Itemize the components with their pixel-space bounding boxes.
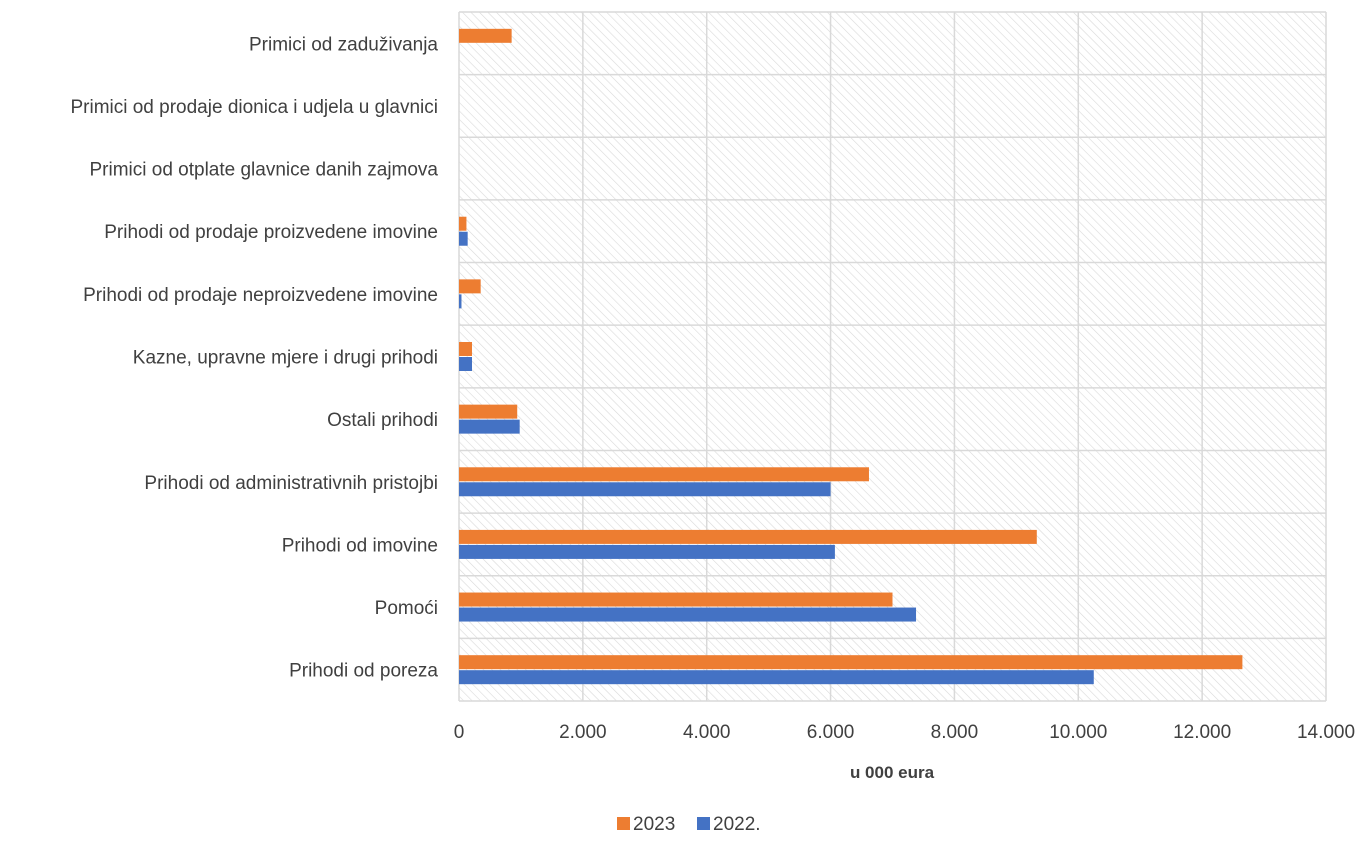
bar-2022 [459, 482, 831, 497]
legend-label: 2023 [633, 814, 675, 835]
category-labels: Prihodi od poreza Pomoći Prihodi od imovin… [70, 34, 438, 681]
bar-2023 [459, 342, 473, 356]
category-label: Ostali prihodi [327, 410, 438, 431]
bar-2022 [459, 544, 835, 559]
legend-swatch [697, 817, 710, 830]
bar-2022 [459, 357, 473, 371]
x-tick-label: 2.000 [559, 722, 607, 743]
x-axis-label: u 000 eura [850, 763, 935, 782]
bar-2023 [459, 655, 1243, 670]
category-label: Prihodi od imovine [282, 535, 438, 556]
bar-2023 [459, 279, 481, 294]
category-label: Prihodi od poreza [289, 661, 438, 682]
legend-swatch [617, 817, 630, 830]
x-tick-label: 0 [454, 722, 465, 743]
x-tick-label: 4.000 [683, 722, 731, 743]
bar-2023 [459, 529, 1037, 544]
x-tick-label: 6.000 [807, 722, 855, 743]
bar-2022 [459, 231, 468, 246]
bar-2022 [459, 670, 1094, 685]
category-label: Kazne, upravne mjere i drugi prihodi [133, 348, 438, 369]
bar-2023 [459, 592, 893, 607]
bar-2022 [459, 294, 462, 309]
bars [459, 28, 1243, 685]
x-tick-label: 14.000 [1297, 722, 1355, 743]
legend-label: 2022. [713, 814, 761, 835]
gridlines [458, 11, 1327, 702]
category-label: Primici od prodaje dionica i udjela u gl… [70, 97, 438, 118]
x-tick-label: 10.000 [1049, 722, 1107, 743]
category-label: Prihodi od administrativnih pristojbi [144, 473, 438, 494]
category-label: Primici od otplate glavnice danih zajmov… [89, 160, 438, 181]
bar-2023 [459, 467, 869, 482]
bar-2022 [459, 607, 917, 622]
x-tick-label: 8.000 [931, 722, 979, 743]
legend: 2023 2022. [617, 814, 761, 835]
x-tick-labels: 0 2.000 4.000 6.000 8.000 10.000 12.000 14.000 [454, 722, 1355, 743]
bar-2023 [459, 404, 518, 419]
bar-2022 [459, 419, 520, 434]
category-label: Primici od zaduživanja [249, 34, 438, 55]
bar-2023 [459, 28, 512, 43]
plot-area-background [459, 12, 1326, 701]
category-label: Prihodi od prodaje proizvedene imovine [104, 222, 438, 243]
x-tick-label: 12.000 [1173, 722, 1231, 743]
category-label: Prihodi od prodaje neproizvedene imovine [83, 285, 438, 306]
bar-2023 [459, 216, 467, 231]
category-label: Pomoći [375, 598, 438, 619]
